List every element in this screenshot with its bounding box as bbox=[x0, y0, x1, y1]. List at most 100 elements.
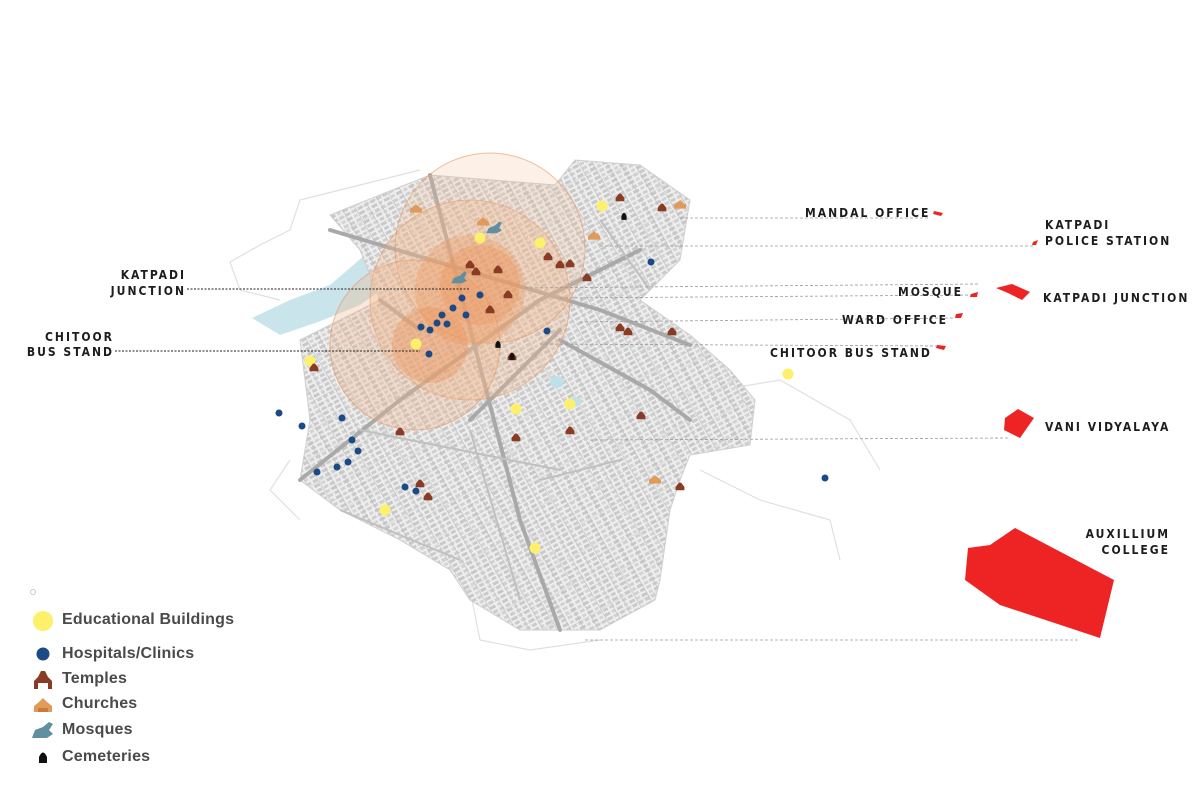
hospital-marker bbox=[458, 294, 466, 302]
temple-marker bbox=[582, 273, 592, 282]
church-marker bbox=[674, 200, 686, 209]
chitoor-left-label-line1: CHITOOR bbox=[44, 330, 114, 344]
buffer-zones bbox=[329, 152, 586, 431]
hospital-marker bbox=[433, 319, 441, 327]
cemetery-marker bbox=[495, 340, 501, 348]
educational-marker bbox=[510, 403, 522, 415]
temple-marker bbox=[636, 411, 646, 420]
cemetery-marker bbox=[509, 352, 515, 360]
leader-lines-left bbox=[115, 288, 470, 352]
police-station-marker bbox=[1032, 240, 1038, 245]
temple-marker bbox=[465, 260, 475, 269]
legend-item-hospitals: Hospitals/Clinics bbox=[28, 644, 288, 664]
hospital-marker bbox=[647, 258, 655, 266]
legend-item-mosques: Mosques bbox=[28, 720, 288, 740]
police-station-label-line2: POLICE STATION bbox=[1045, 234, 1172, 248]
landmarks bbox=[933, 211, 1114, 638]
mosque-marker bbox=[451, 271, 467, 284]
auxillium-college-marker bbox=[965, 528, 1114, 638]
chitoor-bus-stand-right-label: CHITOOR BUS STAND bbox=[770, 346, 932, 360]
hospital-marker bbox=[821, 474, 829, 482]
temple-marker bbox=[423, 492, 433, 501]
chitoor-bus-stand-marker bbox=[936, 345, 946, 350]
hospital-marker bbox=[298, 422, 306, 430]
church-icon bbox=[34, 698, 52, 712]
legend-symbols bbox=[30, 589, 53, 763]
educational-marker bbox=[596, 200, 608, 212]
temple-marker bbox=[615, 323, 625, 332]
hospital-marker bbox=[412, 487, 420, 495]
temple-marker bbox=[485, 305, 495, 314]
outer-plots bbox=[229, 169, 881, 651]
hospital-marker bbox=[275, 409, 283, 417]
hospital-marker bbox=[338, 414, 346, 422]
vani-vidyalaya-marker bbox=[1004, 409, 1034, 438]
legend-item-churches: Churches bbox=[28, 694, 288, 714]
educational-marker bbox=[534, 237, 546, 249]
katpadi-junction-right-label: KATPADI JUNCTION bbox=[1043, 291, 1190, 305]
hospital-marker bbox=[449, 304, 457, 312]
church-marker bbox=[649, 475, 661, 484]
hospital-marker bbox=[344, 458, 352, 466]
hospital-marker bbox=[313, 468, 321, 476]
ward-office-marker bbox=[955, 313, 963, 318]
temple-marker bbox=[503, 290, 513, 299]
mosque-label: MOSQUE bbox=[898, 285, 964, 299]
hospital-marker bbox=[443, 320, 451, 328]
legend-label: Educational Buildings bbox=[62, 611, 235, 628]
temple-marker bbox=[309, 363, 319, 372]
temple-marker bbox=[615, 193, 625, 202]
legend-item-cemeteries: Cemeteries bbox=[28, 747, 288, 767]
temple-marker bbox=[493, 265, 503, 274]
pond bbox=[550, 376, 564, 388]
hospital-marker bbox=[425, 350, 433, 358]
temple-marker bbox=[471, 267, 481, 276]
hospital-marker bbox=[401, 483, 409, 491]
educational-marker bbox=[304, 355, 316, 367]
educational-marker bbox=[474, 232, 486, 244]
church-marker bbox=[410, 204, 422, 213]
katpadi-junction-left-label-line1: KATPADI bbox=[120, 268, 186, 282]
hospital-marker bbox=[462, 311, 470, 319]
chitoor-left-label-line2: BUS STAND bbox=[26, 345, 114, 359]
mosque-marker bbox=[486, 221, 502, 234]
temple-marker bbox=[395, 427, 405, 436]
temple-marker bbox=[565, 259, 575, 268]
vani-vidyalaya-label: VANI VIDYALAYA bbox=[1045, 420, 1171, 434]
katpadi-junction-marker bbox=[996, 284, 1030, 300]
educational-marker bbox=[410, 338, 422, 350]
mandal-office-marker bbox=[933, 211, 943, 216]
legend-label: Hospitals/Clinics bbox=[62, 645, 195, 662]
church-marker bbox=[588, 231, 600, 240]
cemetery-marker bbox=[621, 212, 627, 220]
educational-marker bbox=[529, 542, 541, 554]
hospital-marker bbox=[333, 463, 341, 471]
temple-marker bbox=[657, 203, 667, 212]
temple-marker bbox=[675, 482, 685, 491]
educational-circle-icon bbox=[33, 611, 53, 631]
katpadi-junction-left-label-line2: JUNCTION bbox=[110, 284, 186, 298]
hospital-dot-icon bbox=[36, 647, 50, 661]
auxillium-label-line2: COLLEGE bbox=[1101, 543, 1170, 557]
church-marker bbox=[477, 217, 489, 226]
leader-lines bbox=[519, 217, 1080, 641]
temple-marker bbox=[565, 426, 575, 435]
temple-marker bbox=[543, 252, 553, 261]
hospital-marker bbox=[426, 326, 434, 334]
legend-label: Mosques bbox=[62, 721, 133, 738]
legend-item-educational: Educational Buildings bbox=[28, 610, 288, 630]
legend-label: Churches bbox=[62, 695, 138, 712]
educational-marker bbox=[782, 368, 794, 380]
mosque-icon bbox=[32, 722, 53, 738]
legend-item-temples: Temples bbox=[28, 669, 288, 689]
mosque-marker bbox=[970, 292, 978, 297]
poi-markers bbox=[275, 193, 829, 554]
educational-marker bbox=[379, 504, 391, 516]
educational-marker bbox=[564, 398, 576, 410]
temple-marker bbox=[511, 433, 521, 442]
hospital-marker bbox=[438, 311, 446, 319]
hospital-marker bbox=[348, 436, 356, 444]
mandal-office-label: MANDAL OFFICE bbox=[805, 206, 931, 220]
temple-marker bbox=[623, 327, 633, 336]
auxillium-label-line1: AUXILLIUM bbox=[1085, 527, 1170, 541]
